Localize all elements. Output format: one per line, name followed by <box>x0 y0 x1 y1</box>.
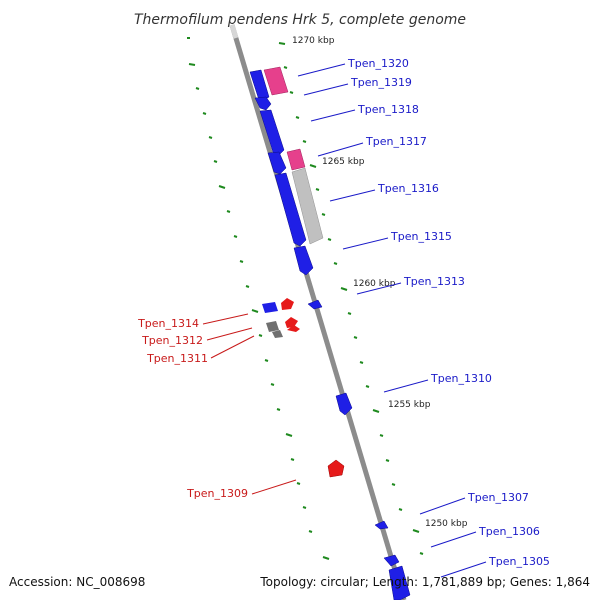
pseudo-feature[interactable] <box>291 167 324 245</box>
gene-tpen-1315[interactable] <box>293 245 314 276</box>
leaders-right <box>297 63 487 578</box>
scale-label-1255: 1255 kbp <box>388 400 431 410</box>
leaders-left <box>202 313 297 495</box>
gene-tpen-1309[interactable] <box>327 459 345 478</box>
rna-features <box>263 66 306 171</box>
gene-label-tpen-1305[interactable]: Tpen_1305 <box>488 555 550 568</box>
tick-track-right <box>278 42 424 555</box>
scale-label-1270: 1270 kbp <box>292 36 335 46</box>
gene-label-tpen-1315[interactable]: Tpen_1315 <box>390 230 452 243</box>
gene-label-tpen-1312[interactable]: Tpen_1312 <box>141 334 203 347</box>
gene-tpen-1311[interactable] <box>287 325 300 332</box>
gene-tpen-1305[interactable] <box>388 565 411 600</box>
gene-label-tpen-1314[interactable]: Tpen_1314 <box>137 317 199 330</box>
gene-red-1314[interactable] <box>281 298 294 310</box>
reverse-genes <box>262 298 345 478</box>
scale-label-1260: 1260 kbp <box>353 279 396 289</box>
map-title: Thermofilum pendens Hrk 5, complete geno… <box>134 12 466 28</box>
scale-label-1265: 1265 kbp <box>322 157 365 167</box>
gene-label-tpen-1313[interactable]: Tpen_1313 <box>403 275 465 288</box>
gene-label-tpen-1318[interactable]: Tpen_1318 <box>357 103 419 116</box>
accession-text: Accession: NC_008698 <box>9 575 145 589</box>
gene-tpen-1316[interactable] <box>274 172 307 247</box>
rna-feature-2[interactable] <box>286 148 306 171</box>
gene-tpen-1306[interactable] <box>383 554 400 567</box>
gene-label-tpen-1316[interactable]: Tpen_1316 <box>377 182 439 195</box>
gene-label-tpen-1306[interactable]: Tpen_1306 <box>478 525 540 538</box>
gene-label-tpen-1319[interactable]: Tpen_1319 <box>350 76 412 89</box>
gene-label-tpen-1320[interactable]: Tpen_1320 <box>347 57 409 70</box>
gene-grey-1312b[interactable] <box>272 330 283 338</box>
gene-tpen-1312[interactable] <box>266 321 279 332</box>
gene-label-tpen-1307[interactable]: Tpen_1307 <box>467 491 529 504</box>
gene-label-tpen-1310[interactable]: Tpen_1310 <box>430 372 492 385</box>
gene-tpen-1314[interactable] <box>262 302 278 313</box>
gene-tpen-1319[interactable] <box>254 96 272 111</box>
tick-track-left <box>187 37 330 560</box>
gene-tpen-1310[interactable] <box>335 392 353 416</box>
forward-genes <box>249 69 411 600</box>
gene-label-tpen-1311[interactable]: Tpen_1311 <box>146 352 208 365</box>
rna-feature-1[interactable] <box>263 66 289 96</box>
gene-label-tpen-1317[interactable]: Tpen_1317 <box>365 135 427 148</box>
genome-backbone-fade <box>229 24 239 39</box>
gene-red-1312[interactable] <box>285 317 298 328</box>
gene-tpen-1313[interactable] <box>307 299 323 310</box>
gene-tpen-1317[interactable] <box>267 151 287 175</box>
gene-tpen-1307[interactable] <box>374 520 389 530</box>
gene-label-tpen-1309[interactable]: Tpen_1309 <box>186 487 248 500</box>
gene-tpen-1318[interactable] <box>259 109 285 156</box>
genome-summary-text: Topology: circular; Length: 1,781,889 bp… <box>259 575 590 589</box>
scale-label-1250: 1250 kbp <box>425 519 468 529</box>
genome-backbone <box>229 24 407 600</box>
